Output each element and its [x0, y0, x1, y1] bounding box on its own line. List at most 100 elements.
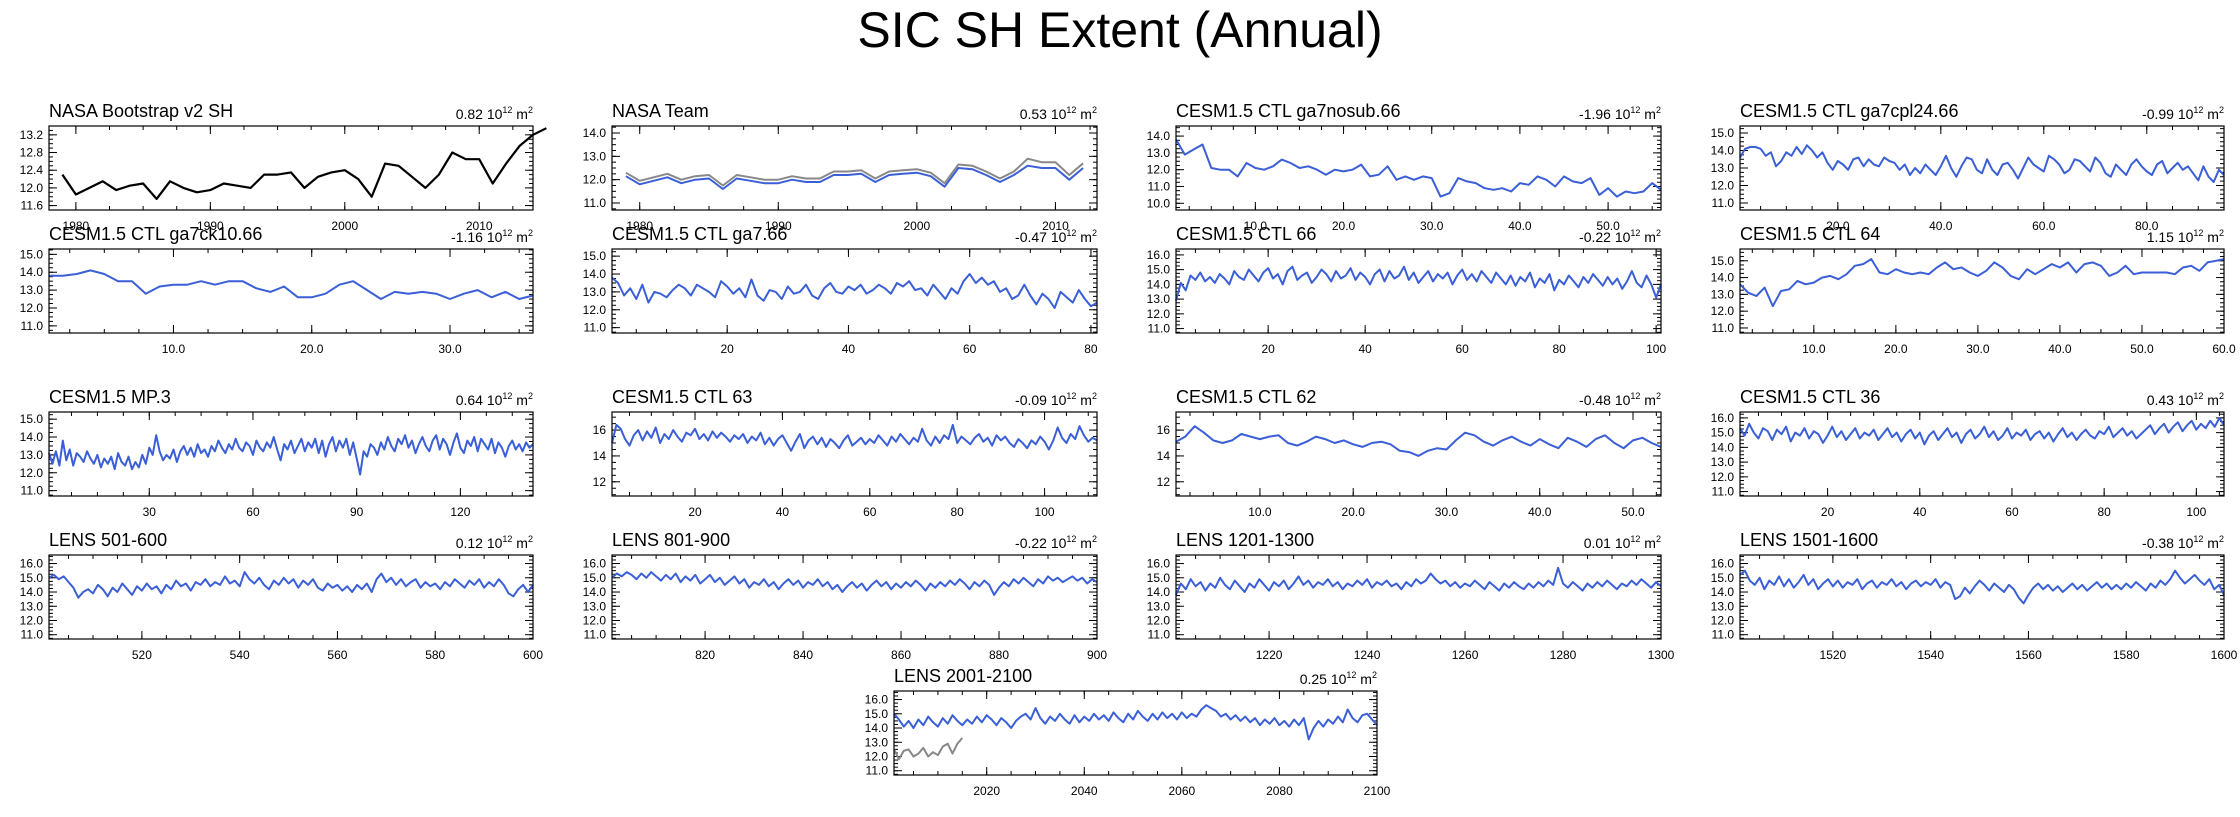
- panel-title: CESM1.5 CTL ga7cpl24.66: [1740, 101, 1958, 121]
- x-tick-label: 1980: [63, 219, 90, 233]
- x-tick-label: 90: [350, 505, 364, 519]
- series-line: [611, 423, 1098, 452]
- plot-frame: [1739, 125, 2225, 211]
- y-tick-label: 14.0: [1711, 144, 1735, 158]
- series-line: [1739, 258, 2225, 308]
- y-tick-label: 12.0: [20, 466, 44, 480]
- y-tick-label: 14.0: [1147, 277, 1171, 291]
- y-tick-label: 14.0: [865, 721, 889, 735]
- trend-label: -0.09 1012 m2: [1015, 391, 1097, 408]
- y-tick-label: 12.8: [20, 146, 44, 160]
- y-tick-label: 12: [1157, 475, 1171, 489]
- series-line: [1739, 416, 2225, 446]
- y-tick-label: 13.2: [20, 128, 44, 142]
- y-tick-label: 12.0: [1711, 179, 1735, 193]
- plot-frame: [1739, 248, 2225, 334]
- plot-frame: [48, 125, 534, 211]
- plot-frame: [1175, 411, 1662, 497]
- panel-title: NASA Team: [612, 101, 709, 121]
- x-tick-label: 1990: [765, 219, 792, 233]
- plot-frame: [611, 554, 1098, 640]
- figure-title: SIC SH Extent (Annual): [857, 2, 1383, 58]
- y-tick-label: 16.0: [20, 557, 44, 571]
- y-tick-label: 16.0: [865, 693, 889, 707]
- x-tick-label: 40: [842, 342, 856, 356]
- chart-panel: CESM1.5 CTL 66 -0.22 1012 m211.012.013.01…: [1147, 224, 1667, 356]
- y-tick-label: 12.0: [1147, 307, 1171, 321]
- chart-panel: LENS 2001-2100 0.25 1012 m2 11.012.013.014…: [865, 666, 1391, 798]
- x-tick-label: 2100: [1364, 784, 1391, 798]
- y-tick-label: 15.0: [1147, 571, 1171, 585]
- series-line: [611, 571, 1098, 596]
- chart-panel: LENS 801-900 -0.22 1012 m2 11.012.013.014.…: [583, 530, 1108, 662]
- trend-label: 0.64 1012 m2: [456, 391, 533, 408]
- y-tick-label: 14.0: [20, 585, 44, 599]
- x-tick-label: 40: [1913, 505, 1927, 519]
- y-tick-label: 16: [593, 423, 607, 437]
- x-tick-label: 80: [1552, 342, 1566, 356]
- y-tick-label: 12.0: [1711, 304, 1735, 318]
- x-tick-label: 2000: [904, 219, 931, 233]
- trend-label: -0.47 1012 m2: [1015, 228, 1097, 245]
- y-tick-label: 15.0: [1711, 571, 1735, 585]
- y-tick-label: 14.0: [1147, 585, 1171, 599]
- y-tick-label: 14.0: [583, 585, 607, 599]
- x-tick-label: 880: [989, 648, 1009, 662]
- x-tick-label: 520: [132, 648, 152, 662]
- x-tick-label: 60.0: [2032, 219, 2056, 233]
- y-tick-label: 11.0: [21, 319, 44, 333]
- trend-label: 0.01 1012 m2: [1584, 534, 1661, 551]
- trend-label: -0.99 1012 m2: [2142, 105, 2224, 122]
- y-tick-label: 11.0: [21, 484, 44, 498]
- chart-panel: NASA Team 0.53 1012 m2 11.0 12.0 13.0 14.0 198…: [583, 101, 1098, 233]
- x-tick-label: 80: [1084, 342, 1098, 356]
- trend-label: 0.82 1012 m2: [456, 105, 533, 122]
- y-tick-label: 15.0: [1711, 126, 1735, 140]
- y-tick-label: 14.0: [583, 267, 607, 281]
- y-tick-label: 15.0: [583, 249, 607, 263]
- y-tick-label: 13.0: [20, 599, 44, 613]
- x-tick-label: 80: [951, 505, 965, 519]
- y-tick-label: 11.0: [21, 628, 44, 642]
- x-tick-label: 2000: [331, 219, 358, 233]
- x-tick-label: 30: [143, 505, 157, 519]
- trend-label: -0.48 1012 m2: [1579, 391, 1661, 408]
- y-tick-label: 14.0: [1711, 271, 1735, 285]
- x-tick-label: 2040: [1071, 784, 1098, 798]
- x-tick-label: 10.0: [1244, 219, 1268, 233]
- plot-frame: [48, 248, 534, 334]
- plot-frame: [611, 411, 1098, 497]
- plot-frame: [1739, 554, 2225, 640]
- y-tick-label: 15.0: [583, 571, 607, 585]
- series-line: [1175, 265, 1662, 301]
- y-tick-label: 11.0: [584, 196, 607, 210]
- chart-panel: LENS 501-600 0.12 1012 m2 11.012.013.014.0…: [20, 530, 544, 662]
- y-tick-label: 16: [1157, 423, 1171, 437]
- x-tick-label: 30.0: [1966, 342, 1990, 356]
- panel-title: CESM1.5 CTL ga7.66: [612, 224, 787, 244]
- y-tick-label: 13.0: [1711, 287, 1735, 301]
- y-tick-label: 15.0: [865, 707, 889, 721]
- x-tick-label: 30.0: [1420, 219, 1444, 233]
- y-tick-label: 12.0: [583, 613, 607, 627]
- panel-title: CESM1.5 CTL 66: [1176, 224, 1316, 244]
- trend-label: 0.12 1012 m2: [456, 534, 533, 551]
- y-tick-label: 12.0: [1711, 613, 1735, 627]
- y-tick-label: 15.0: [1711, 426, 1735, 440]
- plot-frame: [48, 554, 534, 640]
- series-line: [48, 571, 534, 599]
- y-tick-label: 16.0: [1147, 248, 1171, 262]
- trend-label: 0.43 1012 m2: [2147, 391, 2224, 408]
- plot-frame: [48, 411, 534, 497]
- panel-title: LENS 2001-2100: [894, 666, 1032, 686]
- x-tick-label: 820: [695, 648, 715, 662]
- chart-panel: LENS 1501-1600 -0.38 1012 m211.012.013.01…: [1711, 530, 2238, 662]
- y-tick-label: 11.0: [1148, 322, 1171, 336]
- x-tick-label: 2010: [1042, 219, 1069, 233]
- y-tick-label: 11.0: [1712, 628, 1735, 642]
- series-line: [1739, 144, 2225, 183]
- x-tick-label: 1260: [1452, 648, 1479, 662]
- panel-title: CESM1.5 MP.3: [49, 387, 171, 407]
- y-tick-label: 14.0: [20, 265, 44, 279]
